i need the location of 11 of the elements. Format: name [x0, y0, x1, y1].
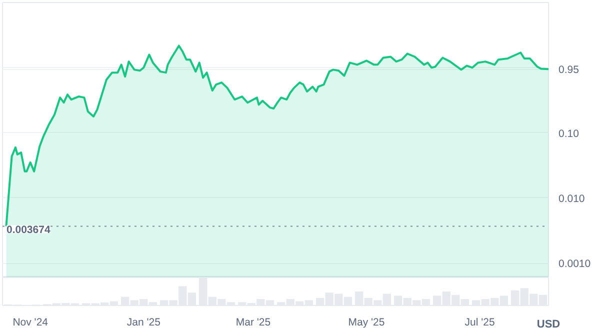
x-tick-label: Nov '24 — [12, 316, 48, 328]
x-tick-label: May '25 — [348, 316, 385, 328]
y-tick-label: 0.10 — [558, 128, 580, 140]
y-tick-label: 0.010 — [558, 192, 585, 205]
y-tick-label: 0.0010 — [558, 258, 591, 270]
x-tick-label: Jul '25 — [464, 316, 495, 328]
ref-line-label: 0.003674 — [6, 224, 50, 236]
x-tick-label: Mar '25 — [236, 316, 271, 328]
y-tick-label: 0.95 — [558, 64, 580, 76]
x-tick-label: Jan '25 — [126, 316, 161, 328]
y-axis-title: USD — [536, 318, 560, 330]
